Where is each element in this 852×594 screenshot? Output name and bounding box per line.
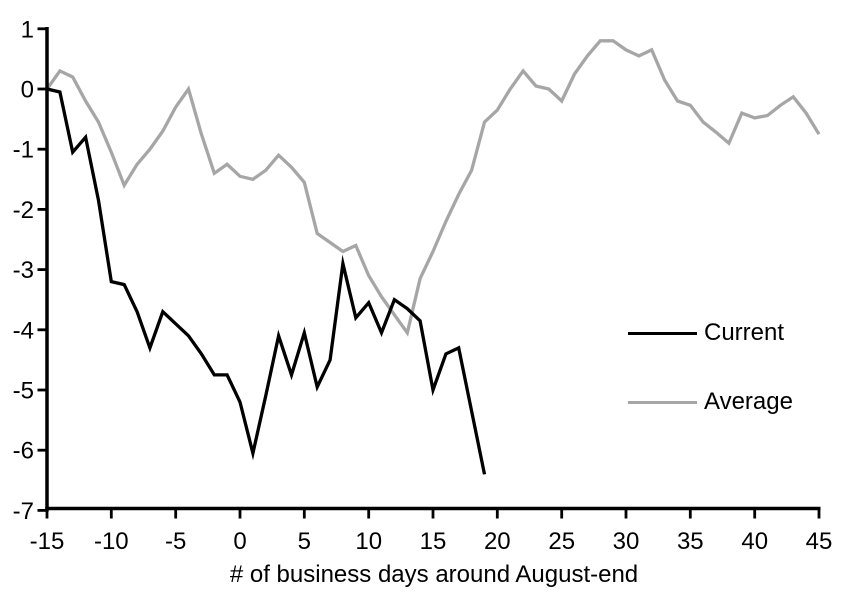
x-tick-label: -15 <box>30 528 65 555</box>
y-tick-label: -5 <box>13 378 34 405</box>
y-tick-label: -3 <box>13 257 34 284</box>
y-tick-label: -7 <box>13 498 34 525</box>
x-tick-label: 10 <box>355 528 382 555</box>
y-tick-label: -2 <box>13 197 34 224</box>
x-tick-label: 20 <box>484 528 511 555</box>
x-tick-label: 0 <box>233 528 246 555</box>
y-tick-label: 0 <box>21 77 34 104</box>
x-tick-label: -5 <box>165 528 186 555</box>
x-tick-label: 25 <box>548 528 575 555</box>
x-tick-label: 5 <box>298 528 311 555</box>
x-tick-label: 30 <box>613 528 640 555</box>
x-tick-label: 15 <box>420 528 447 555</box>
y-tick-label: 1 <box>21 16 34 43</box>
x-tick-label: 40 <box>741 528 768 555</box>
average-series-line <box>45 39 821 337</box>
y-tick-label: -6 <box>13 438 34 465</box>
x-tick-label: 45 <box>806 528 833 555</box>
current-series-line <box>46 87 487 475</box>
x-tick-label: -10 <box>94 528 129 555</box>
y-tick-label: -1 <box>13 137 34 164</box>
y-tick-label: -4 <box>13 317 34 344</box>
x-tick-label: 35 <box>677 528 704 555</box>
x-axis-title: # of business days around August-end <box>229 561 639 588</box>
